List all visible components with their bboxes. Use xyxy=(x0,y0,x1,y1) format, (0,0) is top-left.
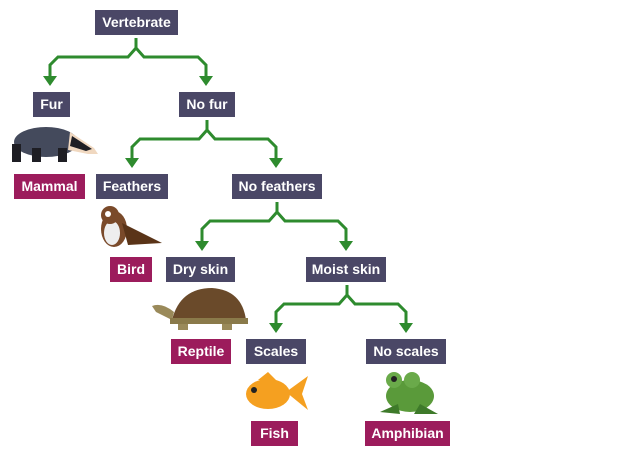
node-reptile: Reptile xyxy=(171,339,231,364)
frog-image xyxy=(380,372,438,414)
node-no-feathers: No feathers xyxy=(232,174,322,199)
node-no-fur: No fur xyxy=(179,92,235,117)
node-fur: Fur xyxy=(33,92,70,117)
node-vertebrate: Vertebrate xyxy=(95,10,178,35)
node-bird: Bird xyxy=(110,257,152,282)
branch-vertebrate xyxy=(43,38,213,86)
node-dry-skin: Dry skin xyxy=(166,257,235,282)
badger-image xyxy=(12,127,98,162)
node-moist-skin: Moist skin xyxy=(306,257,386,282)
node-scales: Scales xyxy=(246,339,306,364)
tortoise-image xyxy=(152,288,248,330)
branch-no-feathers xyxy=(195,202,353,251)
node-feathers: Feathers xyxy=(96,174,168,199)
node-no-scales: No scales xyxy=(366,339,446,364)
node-amphibian: Amphibian xyxy=(365,421,450,446)
branch-moist-skin xyxy=(269,285,413,333)
node-mammal: Mammal xyxy=(14,174,85,199)
node-fish: Fish xyxy=(251,421,298,446)
branch-no-fur xyxy=(125,120,283,168)
goldfish-image xyxy=(246,372,308,410)
owl-image xyxy=(101,206,162,247)
